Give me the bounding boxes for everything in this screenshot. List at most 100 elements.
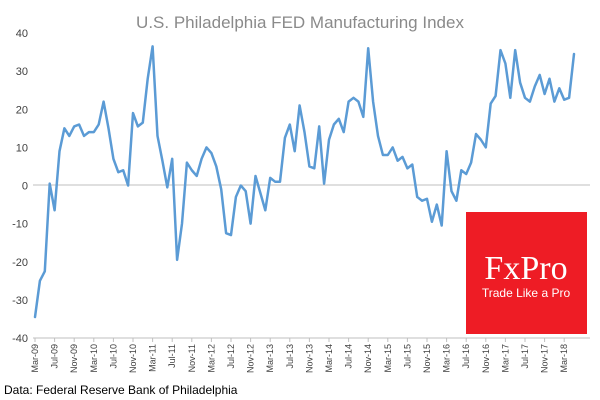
data-point — [215, 165, 217, 167]
brand-name: FxPro — [484, 250, 567, 287]
data-point — [534, 85, 536, 87]
data-point — [446, 150, 448, 152]
y-tick-label: 40 — [16, 28, 28, 40]
x-tick-label: Jul-17 — [520, 344, 530, 369]
data-point — [397, 160, 399, 162]
data-point — [382, 154, 384, 156]
data-point — [93, 131, 95, 133]
data-point — [181, 223, 183, 225]
data-point — [563, 99, 565, 101]
data-point — [269, 177, 271, 179]
x-tick-label: Nov-13 — [304, 344, 314, 373]
x-tick-label: Jul-10 — [108, 344, 118, 369]
data-point — [377, 135, 379, 137]
data-point — [240, 185, 242, 187]
y-tick-label: -10 — [12, 219, 28, 231]
x-tick-label: Mar-15 — [383, 344, 393, 373]
data-point — [191, 169, 193, 171]
data-point — [49, 183, 51, 185]
data-point — [88, 131, 90, 133]
data-point — [108, 127, 110, 129]
data-point — [387, 154, 389, 156]
y-axis: -40 -30 -20 -10 0 10 20 30 40 — [12, 28, 28, 345]
data-point — [225, 232, 227, 234]
x-tick-label: Mar-11 — [148, 344, 158, 372]
x-tick-label: Mar-13 — [265, 344, 275, 373]
data-point — [323, 183, 325, 185]
data-point — [426, 198, 428, 200]
data-point — [406, 167, 408, 169]
brand-logo: FxPro Trade Like a Pro — [466, 212, 587, 334]
data-point — [553, 101, 555, 103]
data-point — [54, 209, 56, 211]
data-point — [519, 82, 521, 84]
x-tick-label: Mar-10 — [89, 344, 99, 373]
data-point — [73, 125, 75, 127]
data-point — [465, 173, 467, 175]
x-axis: Mar-09 Jul-09 Nov-09 Mar-10 Jul-10 Nov-10 Mar-… — [30, 338, 569, 373]
data-point — [558, 87, 560, 89]
data-point — [313, 167, 315, 169]
y-tick-label: 10 — [16, 142, 28, 154]
data-point — [117, 171, 119, 173]
data-point — [539, 74, 541, 76]
data-point — [304, 131, 306, 133]
data-point — [137, 125, 139, 127]
y-tick-label: -40 — [12, 333, 28, 345]
data-point — [343, 131, 345, 133]
data-point — [78, 124, 80, 126]
data-point — [206, 146, 208, 148]
data-point — [431, 221, 433, 223]
data-point — [372, 101, 374, 103]
data-point — [333, 124, 335, 126]
data-point — [68, 135, 70, 137]
data-point — [210, 152, 212, 154]
x-tick-label: Nov-12 — [246, 344, 256, 373]
data-point — [441, 225, 443, 227]
x-tick-label: Jul-12 — [226, 344, 236, 369]
data-point — [44, 270, 46, 272]
data-point — [201, 158, 203, 160]
data-point — [142, 122, 144, 124]
data-point — [132, 112, 134, 114]
data-point — [544, 93, 546, 95]
data-point — [59, 150, 61, 152]
data-point — [485, 146, 487, 148]
data-point — [112, 158, 114, 160]
data-point — [255, 175, 257, 177]
data-point — [274, 181, 276, 183]
x-tick-label: Nov-09 — [69, 344, 79, 373]
data-point — [230, 234, 232, 236]
x-tick-label: Jul-11 — [167, 344, 177, 368]
data-point — [480, 139, 482, 141]
x-tick-label: Mar-18 — [559, 344, 569, 373]
data-point — [152, 45, 154, 47]
data-point — [416, 196, 418, 198]
x-tick-label: Mar-17 — [500, 344, 510, 373]
x-tick-label: Nov-11 — [187, 344, 197, 372]
x-tick-label: Nov-15 — [422, 344, 432, 373]
data-point — [284, 137, 286, 139]
data-point — [308, 165, 310, 167]
x-tick-label: Mar-14 — [324, 344, 334, 373]
data-point — [103, 101, 105, 103]
data-point — [279, 181, 281, 183]
data-point — [549, 78, 551, 80]
data-point — [294, 150, 296, 152]
x-tick-label: Nov-17 — [540, 344, 550, 373]
data-point — [514, 49, 516, 51]
x-tick-label: Jul-14 — [344, 344, 354, 369]
x-tick-label: Nov-14 — [363, 344, 373, 373]
data-point — [176, 259, 178, 261]
data-point — [328, 139, 330, 141]
data-point — [63, 127, 65, 129]
x-tick-label: Jul-16 — [461, 344, 471, 369]
data-point — [524, 97, 526, 99]
data-point — [490, 103, 492, 105]
x-tick-label: Mar-09 — [30, 344, 40, 373]
x-tick-label: Nov-10 — [128, 344, 138, 373]
data-point — [245, 190, 247, 192]
data-point — [39, 280, 41, 282]
source-note: Data: Federal Reserve Bank of Philadelph… — [4, 383, 238, 397]
data-point — [235, 196, 237, 198]
